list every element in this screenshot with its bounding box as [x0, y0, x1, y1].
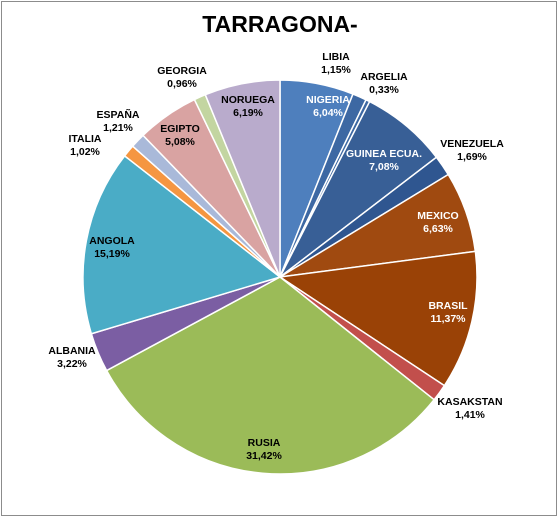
pie-slice-angola	[82, 154, 282, 335]
pie-labels: NIGERIA 6,04% LIBIA 1,15% ARGELIA 0,33% GUINEA…	[48, 51, 504, 462]
chart-title: TARRAGONA-	[202, 11, 357, 37]
data-label-mexico: MEXICO 6,63%	[417, 210, 458, 235]
pie-slice-rusia	[105, 276, 436, 475]
data-label-venezuela: VENEZUELA 1,69%	[440, 138, 504, 163]
pie-slices	[82, 79, 478, 475]
data-label-italia: ITALIA 1,02%	[68, 133, 101, 158]
data-label-libia: LIBIA 1,15%	[321, 51, 351, 76]
data-label-egipto: EGIPTO 5,08%	[160, 123, 199, 148]
data-label-albania: ALBANIA 3,22%	[48, 345, 96, 370]
data-label-noruega: NORUEGA 6,19%	[221, 94, 275, 119]
data-label-guinea-ecua-: GUINEA ECUA. 7,08%	[346, 148, 422, 173]
data-label-brasil: BRASIL 11,37%	[428, 300, 468, 325]
data-label-kasakstan: KASAKSTAN 1,41%	[437, 396, 502, 421]
pie-slice-noruega	[204, 79, 281, 278]
data-label-georgia: GEORGIA 0,96%	[157, 65, 207, 90]
data-label-rusia: RUSIA 31,42%	[246, 437, 282, 462]
data-label-argelia: ARGELIA 0,33%	[360, 71, 408, 96]
data-label-nigeria: NIGERIA 6,04%	[306, 94, 350, 119]
data-label-angola: ANGOLA 15,19%	[89, 235, 135, 260]
pie-slice-brasil	[277, 250, 478, 387]
data-label-españa: ESPAÑA 1,21%	[97, 108, 140, 134]
